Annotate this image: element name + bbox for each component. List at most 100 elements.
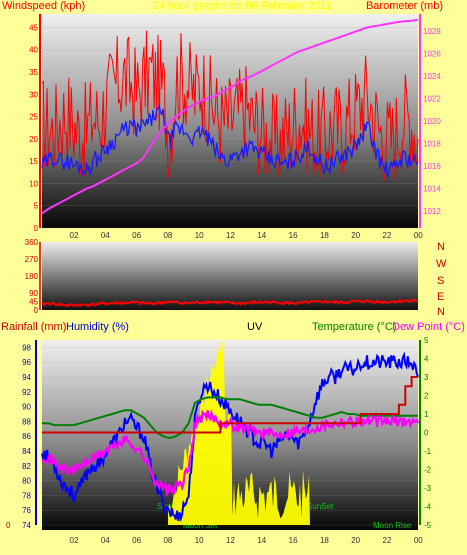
sunset-label: SunSet [307, 502, 334, 511]
temp-ytick-label: 5 [424, 336, 429, 345]
temperature-line [42, 396, 418, 440]
wind-xtick-label: 06 [132, 231, 141, 240]
temp-ytick-label: 0 [424, 429, 429, 438]
wind-xtick-label: 04 [101, 231, 110, 240]
rainfall-line [42, 376, 418, 434]
wind-xtick-label: 02 [70, 231, 79, 240]
wind-xtick-label: 14 [257, 231, 266, 240]
temp-ytick-label: -4 [424, 503, 432, 512]
humidity-ytick-label: 82 [22, 462, 31, 471]
dir-label-e: E [437, 291, 444, 303]
moonset-label: Moon Set [183, 521, 218, 530]
baro-ytick-label: 1020 [423, 117, 441, 126]
wind-ytick-label: 0 [34, 224, 39, 233]
humidity-ytick-label: 86 [22, 432, 31, 441]
humidity-ytick-label: 78 [22, 491, 31, 500]
bottom-xtick-label: 10 [195, 536, 204, 545]
temp-ytick-label: -1 [424, 447, 432, 456]
wind-xtick-label: 00 [414, 231, 423, 240]
wind-average-line [41, 103, 419, 178]
humidity-ytick-label: 76 [22, 506, 31, 515]
baro-ytick-label: 1018 [423, 140, 441, 149]
baro-ytick-label: 1028 [423, 27, 441, 36]
wind-xtick-label: 10 [195, 231, 204, 240]
temp-ytick-label: -5 [424, 521, 432, 530]
bottom-xtick-label: 04 [101, 536, 110, 545]
dew-point-label: Dew Point (°C) [392, 321, 465, 333]
bottom-xtick-label: 14 [257, 536, 266, 545]
temp-ytick-label: 3 [424, 373, 429, 382]
dew-point-line [41, 408, 420, 497]
baro-ytick-label: 1024 [423, 72, 441, 81]
direction-panel-bg [42, 242, 418, 310]
dir-label-n1: N [437, 241, 445, 253]
wind-ytick-label: 20 [29, 135, 38, 144]
temp-ytick-label: 2 [424, 392, 429, 401]
baro-ytick-label: 1016 [423, 162, 441, 171]
humidity-ytick-label: 94 [22, 373, 31, 382]
direction-ytick-label: 180 [25, 272, 39, 281]
bottom-xtick-label: 02 [70, 536, 79, 545]
barometer-line [41, 18, 419, 215]
bottom-xtick-label: 22 [383, 536, 392, 545]
wind-direction-line [41, 298, 419, 308]
wind-xtick-label: 18 [320, 231, 329, 240]
wind-gust-line [41, 30, 419, 181]
wind-xtick-label: 22 [383, 231, 392, 240]
bottom-xtick-label: 18 [320, 536, 329, 545]
wind-panel-bg [42, 14, 418, 228]
wind-ytick-label: 40 [29, 46, 38, 55]
bottom-xtick-label: 06 [132, 536, 141, 545]
dir-label-w: W [436, 258, 447, 270]
wind-ytick-label: 35 [29, 68, 38, 77]
temperature-label: Temperature (°C) [312, 321, 396, 333]
bottom-xtick-label: 08 [163, 536, 172, 545]
center-title: 24 hour graphs for 06 February 2011 [153, 0, 332, 12]
right-title: Barometer (mb) [366, 0, 443, 12]
wind-xtick-label: 12 [226, 231, 235, 240]
baro-ytick-label: 1026 [423, 49, 441, 58]
wind-ytick-label: 5 [34, 202, 39, 211]
direction-ytick-label: 45 [29, 298, 38, 307]
baro-ytick-label: 1012 [423, 207, 441, 216]
direction-ytick-label: 360 [25, 238, 39, 247]
temp-ytick-label: -2 [424, 466, 432, 475]
baro-ytick-label: 1014 [423, 185, 441, 194]
temp-ytick-label: 4 [424, 355, 429, 364]
uv-area [168, 342, 310, 525]
wind-xtick-label: 20 [351, 231, 360, 240]
baro-ytick-label: 1022 [423, 94, 441, 103]
direction-ytick-label: 270 [25, 255, 39, 264]
bottom-xtick-label: 12 [226, 536, 235, 545]
uv-label: UV [247, 321, 263, 333]
dir-label-s: S [437, 275, 444, 287]
moonrise-label: Moon Rise [373, 521, 412, 530]
bottom-xtick-label: 20 [351, 536, 360, 545]
humidity-ytick-label: 84 [22, 447, 31, 456]
wind-xtick-label: 08 [163, 231, 172, 240]
bottom-xtick-label: 00 [414, 536, 423, 545]
wind-ytick-label: 30 [29, 90, 38, 99]
humidity-ytick-label: 80 [22, 477, 31, 486]
left-title: Windspeed (kph) [2, 0, 85, 12]
humidity-ytick-label: 88 [22, 417, 31, 426]
wind-ytick-label: 45 [29, 23, 38, 32]
wind-ytick-label: 15 [29, 157, 38, 166]
wind-xtick-label: 16 [289, 231, 298, 240]
rainfall-label: Rainfall (mm) [1, 321, 66, 333]
bottom-xtick-label: 16 [289, 536, 298, 545]
humidity-ytick-label: 98 [22, 343, 31, 352]
wind-ytick-label: 10 [29, 179, 38, 188]
direction-ytick-label: 90 [29, 289, 38, 298]
temp-ytick-label: -3 [424, 484, 432, 493]
direction-ytick-label: 0 [34, 306, 39, 315]
wind-ytick-label: 25 [29, 113, 38, 122]
humidity-ytick-label: 92 [22, 388, 31, 397]
rain-zero-label: 0 [6, 521, 11, 530]
humidity-ytick-label: 90 [22, 403, 31, 412]
dir-label-n2: N [437, 306, 445, 318]
humidity-label: Humidity (%) [66, 321, 129, 333]
humidity-ytick-label: 74 [22, 521, 31, 530]
humidity-ytick-label: 96 [22, 358, 31, 367]
